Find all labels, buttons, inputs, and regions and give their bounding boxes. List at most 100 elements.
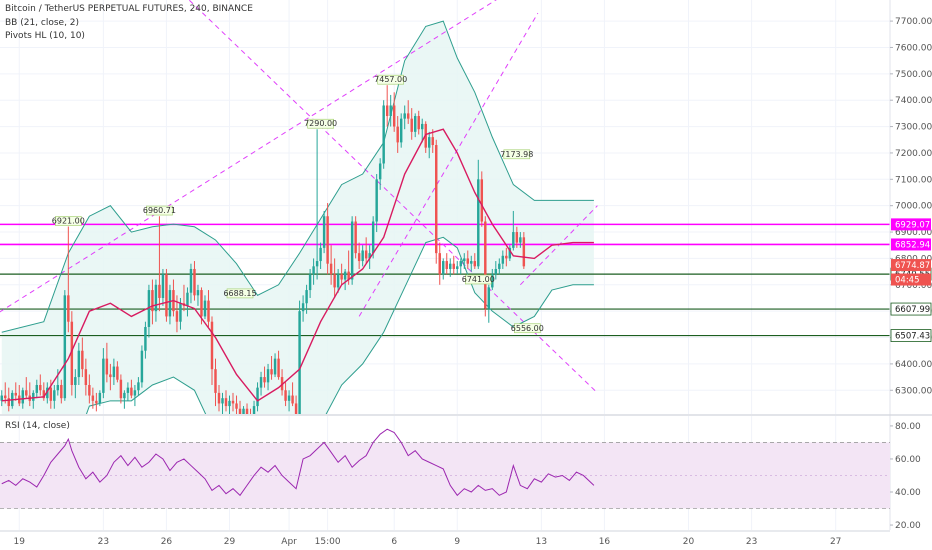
candle [284,382,287,407]
candle [130,379,133,399]
candle-body [81,350,84,370]
candle [98,390,102,407]
candle-body [123,392,126,399]
candle [25,377,28,399]
candle [350,216,354,285]
candle [519,232,522,248]
badge-label: 6852.94 [895,240,930,250]
candle-body [340,274,343,280]
rsi-legend[interactable]: RSI (14, close) [5,421,70,431]
rsi-tick-label: 40.00 [895,488,921,498]
candle-body [428,137,431,148]
candle [109,363,112,391]
candle [322,210,326,254]
candle [385,85,389,127]
candle [522,232,526,269]
candle-body [91,395,95,401]
time-tick-label: 6 [391,537,397,547]
candle-body [431,137,434,146]
candle-body [228,400,231,407]
candle [396,116,399,153]
candle-body [315,261,319,267]
candle-body [406,113,410,119]
candle-body [470,261,473,264]
candle [505,247,508,267]
candles [0,85,526,414]
candle-body [35,384,39,393]
price-tick-label: 7200.00 [895,149,932,159]
candle-body [235,403,238,409]
candle-body [0,395,3,401]
candle-body [277,358,280,378]
candle-body [133,390,137,396]
candle [463,253,466,269]
candle [378,158,382,190]
pivot-text: 6741.00 [462,275,495,284]
candle [203,295,207,320]
candle-body [140,350,144,383]
candle [126,382,130,401]
pivots-legend[interactable]: Pivots HL (10, 10) [5,31,85,41]
candle-body [347,271,350,280]
candle [375,174,378,233]
badge-label: 6507.43 [895,332,930,342]
candle-body [158,284,161,298]
rsi-tick-label: 20.00 [895,521,921,531]
rsi-line [1,428,595,497]
time-tick-label: 16 [599,537,611,547]
candle [46,382,49,404]
candle-body [319,247,322,262]
candle-body [252,406,256,414]
candle [210,316,214,385]
candle-body [95,400,98,404]
price-tick-label: 6400.00 [895,360,932,370]
candle [238,400,242,414]
bollinger-legend[interactable]: BB (21, close, 2) [5,18,80,28]
candle-body [32,392,35,401]
candle [60,379,63,404]
candle [165,268,168,322]
candle [368,245,371,269]
candle-body [312,266,315,275]
candle [413,113,417,138]
price-badge: 6929.07 [891,218,931,231]
candle [259,371,263,396]
candle [158,216,161,312]
symbol-title[interactable]: Bitcoin / TetherUS PERPETUAL FUTURES, 24… [5,4,253,14]
candle-body [343,271,347,280]
candle-body [165,274,168,317]
badge-label: 6774.87 [895,261,930,271]
candle [312,258,315,285]
candle-body [144,326,147,351]
candle-body [435,145,438,254]
candle-body [385,105,389,117]
candle [435,139,438,264]
candle [308,268,312,298]
candle-body [154,284,158,312]
candle [39,374,42,396]
candle [144,321,147,359]
price-badge: 6852.94 [891,238,931,251]
candle-body [333,274,336,288]
candle [403,105,406,130]
time-tick-label: 27 [830,537,841,547]
candle [456,261,459,274]
candle-body [84,369,88,385]
candle-body [42,390,46,399]
candle-body [126,387,130,393]
candle-body [291,395,294,404]
candle [501,250,505,269]
candle-body [417,116,420,130]
badge-label: 6929.07 [895,220,930,230]
candle-body [350,221,354,280]
time-tick-label: 29 [224,537,236,547]
candle-body [224,398,228,407]
candle [445,253,448,275]
candle [70,311,74,396]
candle [417,110,420,135]
candle-body [109,374,112,378]
candle [449,258,452,277]
candle-body [396,126,399,143]
candle [477,159,480,269]
